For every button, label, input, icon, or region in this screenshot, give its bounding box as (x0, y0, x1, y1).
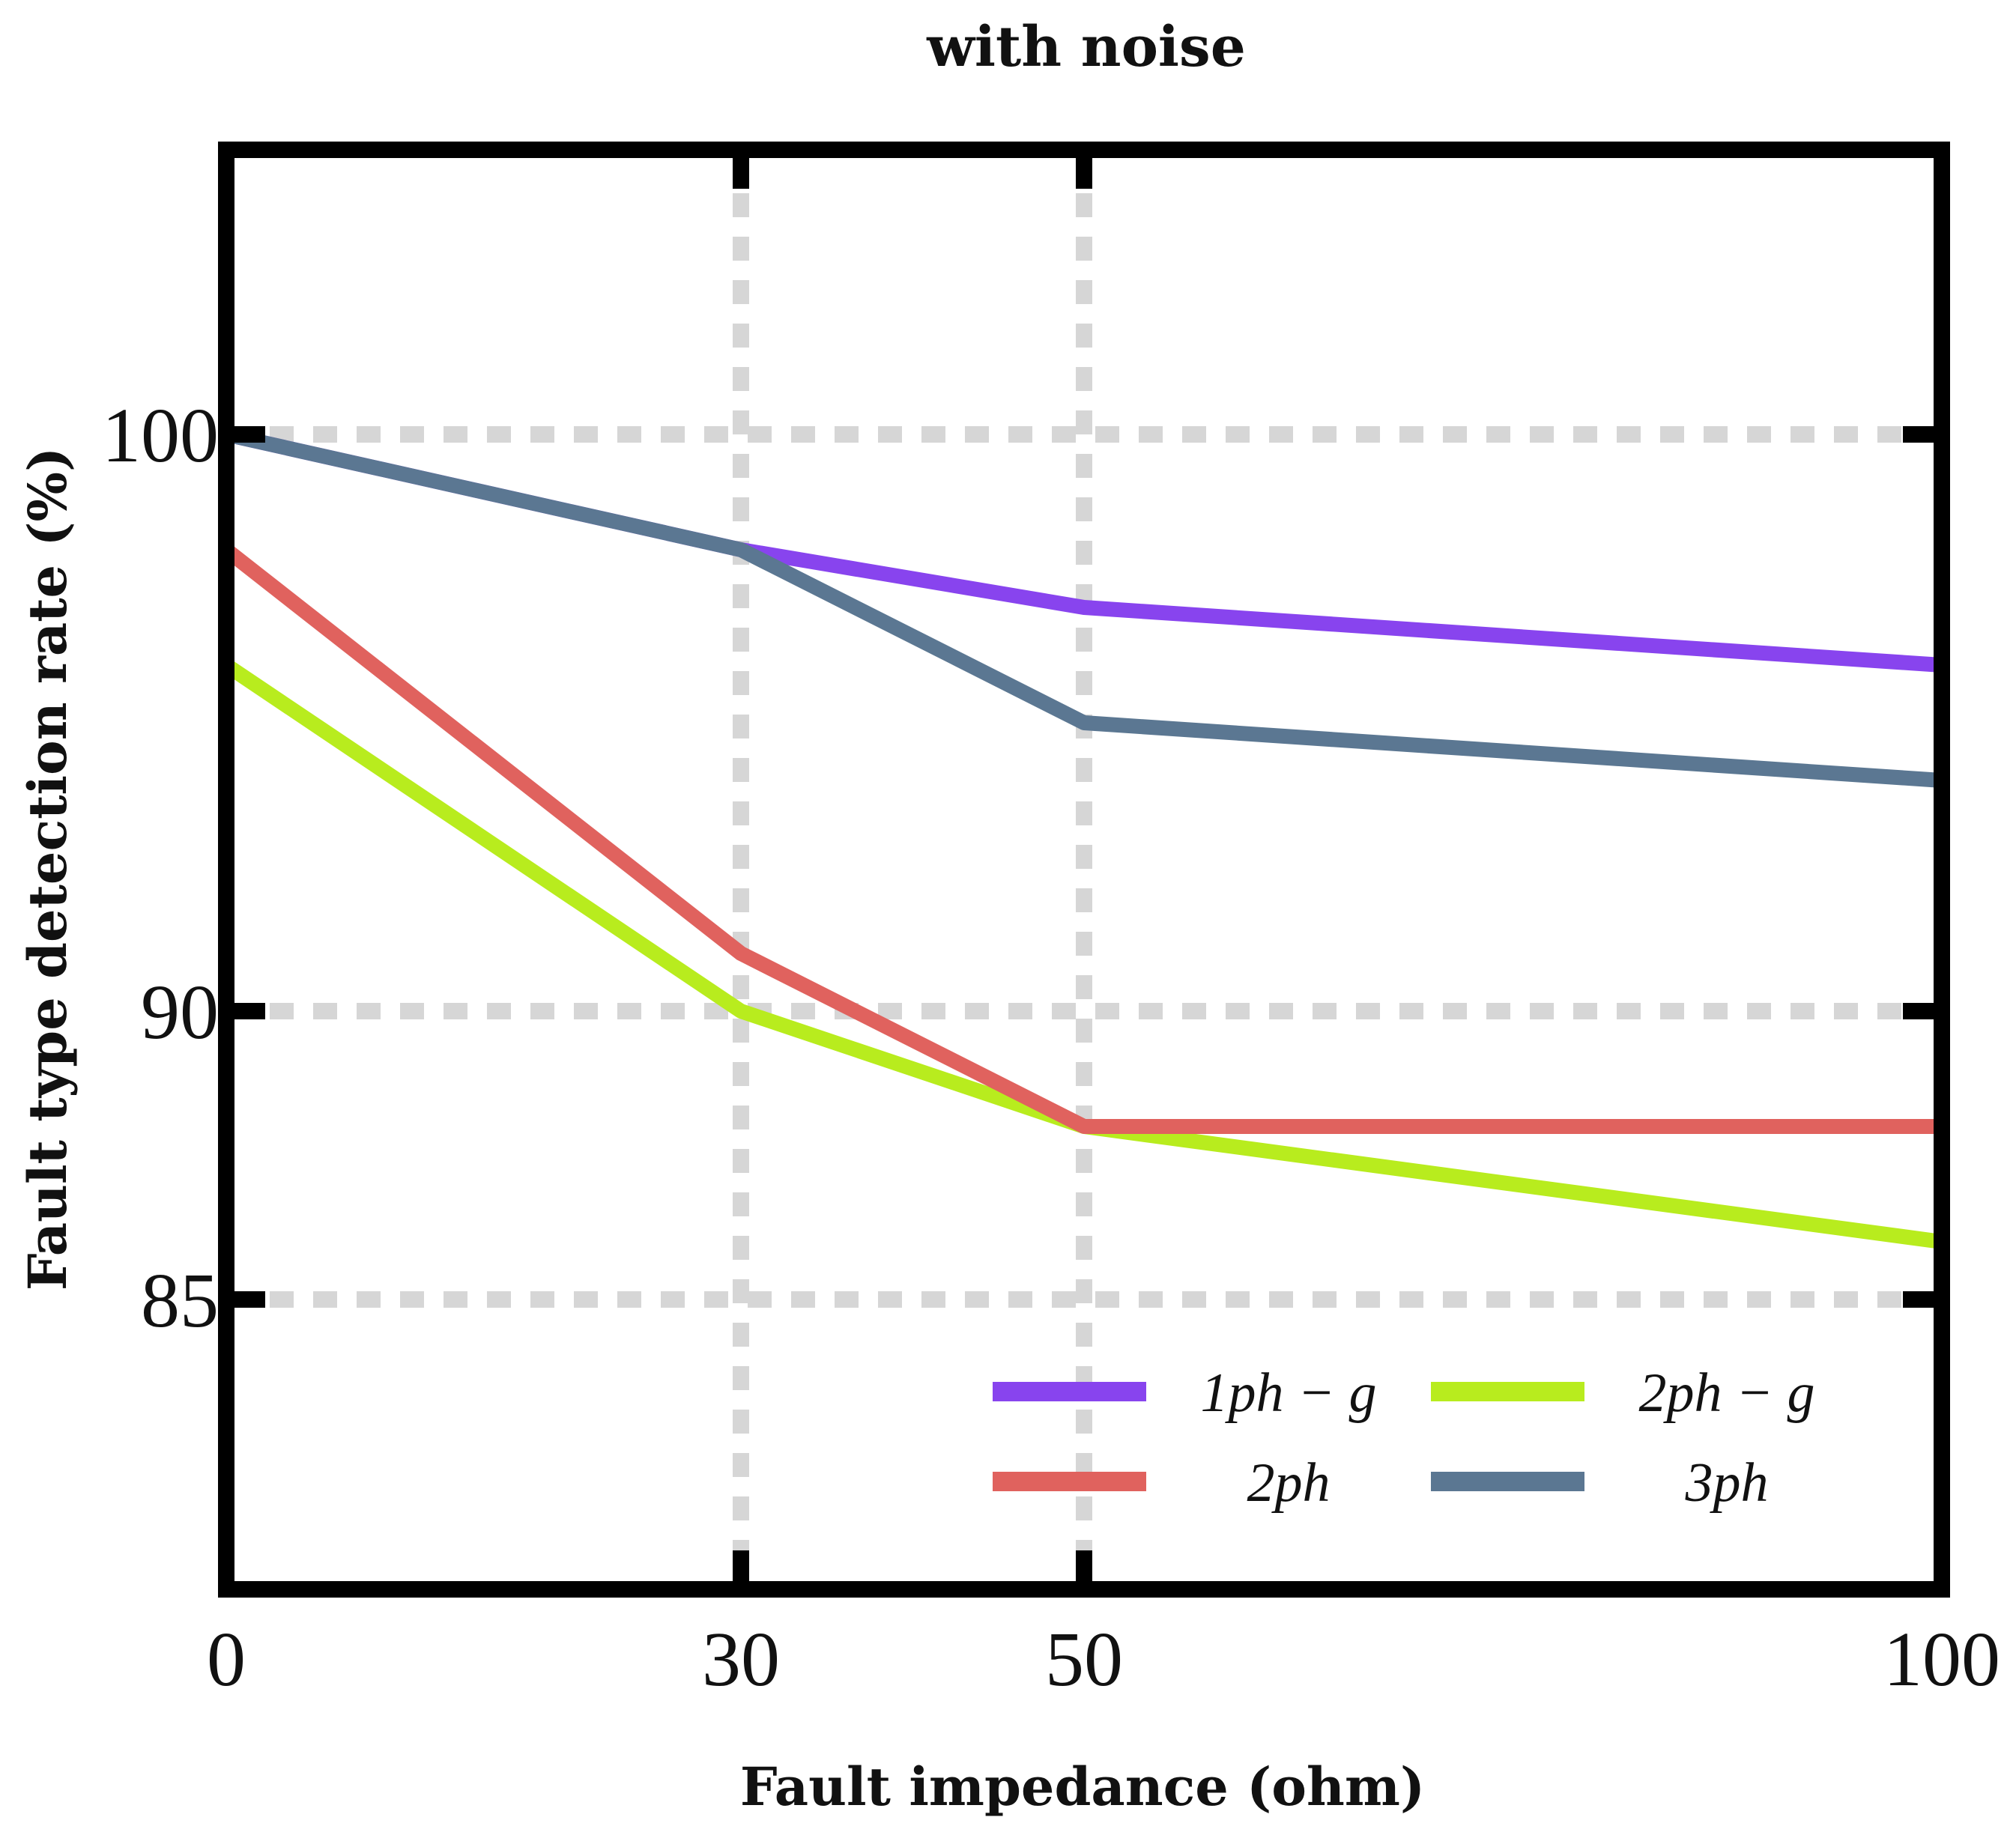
x-tick-label-0: 0 (207, 1616, 246, 1702)
axis-ticks: 0 30 50 100 85 90 100 (102, 150, 2000, 1702)
y-tick-label-90: 90 (141, 969, 219, 1055)
legend-label-1ph-g: 1ph − g (1201, 1362, 1377, 1424)
legend-label-2ph-g: 2ph − g (1639, 1362, 1815, 1424)
grid-lines (226, 150, 1942, 1589)
series-line-2ph-g (222, 658, 1943, 1249)
legend-label-3ph: 3ph (1685, 1452, 1769, 1514)
y-tick-label-85: 85 (141, 1258, 219, 1344)
x-tick-label-50: 50 (1045, 1616, 1123, 1702)
series-line-3ph (224, 427, 1943, 788)
series-line-2ph (221, 544, 1942, 1134)
data-series (221, 427, 1943, 1249)
x-axis-label: Fault impedance (ohm) (740, 1756, 1425, 1818)
legend-label-2ph: 2ph (1247, 1452, 1331, 1514)
x-tick-label-100: 100 (1883, 1616, 2000, 1702)
legend: 1ph − g 2ph − g 2ph 3ph (993, 1362, 1814, 1514)
y-tick-label-100: 100 (102, 392, 219, 479)
y-axis-label: Fault type detection rate (%) (16, 447, 79, 1291)
x-tick-label-30: 30 (702, 1616, 780, 1702)
chart-title: with noise (926, 15, 1246, 79)
